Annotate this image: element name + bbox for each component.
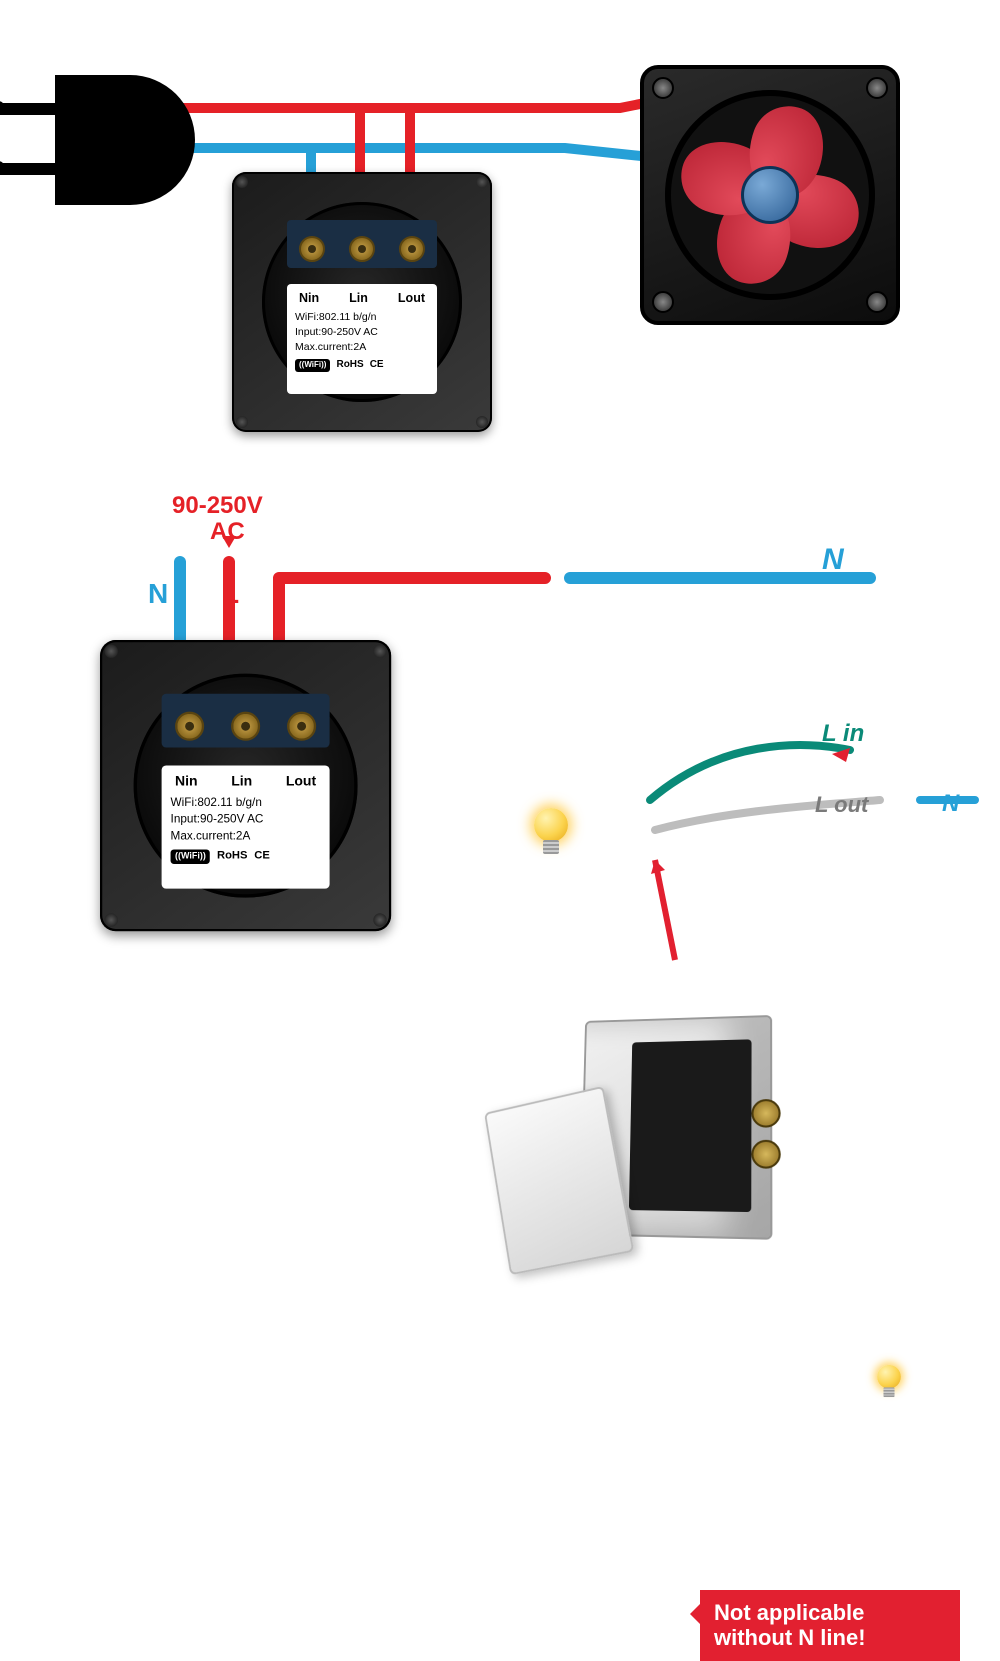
cert-wifi-icon: ((WiFi))	[295, 359, 330, 372]
terminal-block	[162, 694, 330, 748]
cert-wifi-icon: ((WiFi))	[171, 849, 211, 863]
wallbox-wires	[520, 680, 1000, 1030]
spec-input: Input:90-250V AC	[295, 325, 429, 339]
light-bulb-icon-small	[876, 1365, 903, 1397]
terminal-block	[287, 220, 437, 268]
terminal-nin	[299, 236, 325, 262]
spec-maxcurrent: Max.current:2A	[171, 828, 321, 844]
exhaust-fan-icon	[640, 65, 900, 325]
cert-ce: CE	[370, 358, 384, 372]
terminal-label-nin: Nin	[299, 290, 319, 307]
terminal-label-lin: Lin	[349, 290, 368, 307]
terminal-nin	[175, 712, 204, 741]
spec-maxcurrent: Max.current:2A	[295, 340, 429, 354]
smart-switch-module-2: Nin Lin Lout WiFi:802.11 b/g/n Input:90-…	[100, 640, 391, 931]
n-label-right: N	[822, 543, 844, 577]
terminal-label-lout: Lout	[398, 290, 425, 307]
wiring-diagram-canvas: Nin Lin Lout WiFi:802.11 b/g/n Input:90-…	[0, 0, 1000, 1088]
n-label-small: N	[942, 790, 959, 818]
smart-switch-module-1: Nin Lin Lout WiFi:802.11 b/g/n Input:90-…	[232, 172, 492, 432]
cert-ce: CE	[254, 849, 270, 864]
spec-input: Input:90-250V AC	[171, 811, 321, 827]
callout-line2: without N line!	[714, 1625, 946, 1650]
spec-wifi: WiFi:802.11 b/g/n	[171, 794, 321, 810]
terminal-lin	[231, 712, 260, 741]
lout-label: L out	[815, 792, 868, 818]
voltage-label: 90-250V	[172, 492, 263, 520]
terminal-lout	[399, 236, 425, 262]
terminal-label-lout: Lout	[286, 772, 316, 791]
spec-wifi: WiFi:802.11 b/g/n	[295, 310, 429, 324]
callout-line1: Not applicable	[714, 1600, 946, 1625]
wall-box-illustration	[492, 1004, 794, 1293]
lin-label: L in	[822, 720, 864, 748]
power-plug-icon	[55, 75, 195, 205]
terminal-label-nin: Nin	[175, 772, 198, 791]
n-label-left: N	[148, 578, 168, 610]
switch-spec-label: Nin Lin Lout WiFi:802.11 b/g/n Input:90-…	[162, 765, 330, 888]
terminal-lout	[287, 712, 316, 741]
ac-label: AC	[210, 518, 245, 546]
terminal-lin	[349, 236, 375, 262]
switch-spec-label: Nin Lin Lout WiFi:802.11 b/g/n Input:90-…	[287, 284, 437, 394]
cert-rohs: RoHS	[336, 358, 363, 372]
terminal-label-lin: Lin	[231, 772, 252, 791]
warning-callout: Not applicable without N line!	[700, 1590, 960, 1661]
l-label: L	[222, 578, 239, 610]
cert-rohs: RoHS	[217, 849, 248, 864]
